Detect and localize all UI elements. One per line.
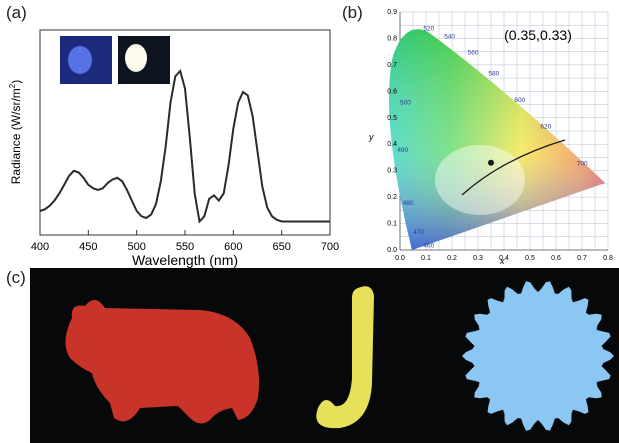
x-tick-label: 0.7 bbox=[577, 255, 587, 262]
x-tick-label: 0.0 bbox=[395, 255, 405, 262]
y-tick-label: 0.2 bbox=[387, 194, 397, 201]
wavelength-label: 600 bbox=[514, 97, 525, 104]
x-tick-label: 400 bbox=[31, 241, 49, 253]
y-axis-label: Radiance (W/sr/m2) bbox=[8, 80, 23, 184]
planckian-locus bbox=[461, 139, 566, 196]
spectrum-chart: 400 450 500 550 600 650 700 Wavelength (nm) Ra… bbox=[8, 29, 339, 268]
y-tick-label: 0.9 bbox=[387, 9, 397, 16]
y-tick-label: 0.5 bbox=[387, 115, 397, 122]
wavelength-label: 470 bbox=[413, 229, 424, 236]
cie-coordinate-label: (0.35,0.33) bbox=[504, 27, 572, 43]
red-bear-shape bbox=[65, 299, 259, 424]
x-axis-label: Wavelength (nm) bbox=[132, 252, 238, 268]
panel-label-a: (a) bbox=[6, 3, 27, 22]
color-coordinate-marker bbox=[488, 159, 494, 166]
y-tick-label: 0.8 bbox=[387, 35, 397, 42]
y-tick-label: 0.3 bbox=[387, 168, 397, 175]
wavelength-label: 620 bbox=[540, 123, 551, 130]
x-tick-label: 0.1 bbox=[421, 255, 431, 262]
wavelength-label: 520 bbox=[423, 26, 434, 33]
wavelength-label: 460 bbox=[423, 242, 434, 249]
y-tick-label: 0.4 bbox=[387, 141, 397, 148]
cie-horseshoe bbox=[389, 29, 605, 250]
y-tick-label: 0.0 bbox=[387, 247, 397, 254]
x-tick-label: 0.3 bbox=[473, 255, 483, 262]
yellow-candy-cane bbox=[316, 286, 374, 429]
wavelength-label: 480 bbox=[403, 200, 414, 207]
cie-diagram: 0.0 0.1 0.2 0.3 0.4 0.5 0.6 0.7 0.8 0.0 0.1 0.2 0.3 0… bbox=[368, 9, 613, 266]
wavelength-label: 560 bbox=[468, 49, 479, 56]
x-tick-label: 0.4 bbox=[499, 255, 509, 262]
led-photos bbox=[60, 36, 170, 84]
wavelength-label: 490 bbox=[397, 147, 408, 154]
x-tick-label: 500 bbox=[127, 241, 145, 253]
wavelength-label: 700 bbox=[577, 160, 588, 167]
x-tick-label: 450 bbox=[79, 241, 97, 253]
x-tick-label: 0.5 bbox=[525, 255, 535, 262]
phosphor-photo bbox=[30, 268, 619, 443]
x-tick-label: 0.2 bbox=[447, 255, 457, 262]
y-tick-label: 0.7 bbox=[387, 62, 397, 69]
x-tick-label: 700 bbox=[321, 241, 339, 253]
y-tick-label: 0.1 bbox=[387, 221, 397, 228]
x-tick-label: 0.6 bbox=[551, 255, 561, 262]
x-tick-label: 0.8 bbox=[603, 255, 613, 262]
wavelength-label: 500 bbox=[400, 100, 411, 107]
panel-label-b: (b) bbox=[342, 3, 363, 22]
cie-y-label: y bbox=[368, 132, 374, 142]
wavelength-label: 580 bbox=[488, 70, 499, 77]
x-tick-label: 600 bbox=[224, 241, 242, 253]
y-tick-label: 0.6 bbox=[387, 88, 397, 95]
wavelength-label: 540 bbox=[444, 33, 455, 40]
spectrum-line bbox=[39, 68, 330, 224]
x-tick-label: 550 bbox=[176, 241, 194, 253]
x-tick-label: 650 bbox=[272, 241, 290, 253]
cie-x-label: x bbox=[499, 256, 505, 266]
panel-label-c: (c) bbox=[6, 268, 26, 287]
blue-scalloped-disc bbox=[462, 281, 614, 431]
